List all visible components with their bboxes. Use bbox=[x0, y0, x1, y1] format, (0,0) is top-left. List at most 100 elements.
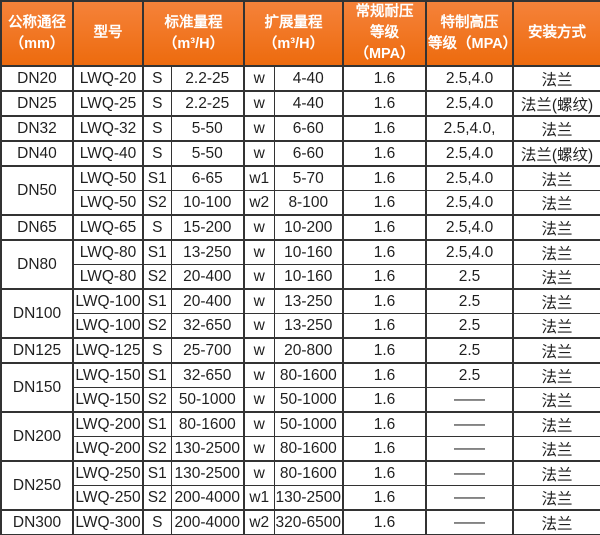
cell-std-grade: S bbox=[142, 214, 172, 241]
table-body: DN20 LWQ-20 S 2.2-25 w 4-40 1.6 2.5,4.0 法兰 DN25 LW… bbox=[0, 65, 600, 535]
cell-ext-grade: w1 bbox=[243, 165, 275, 192]
cell-ext-grade: w2 bbox=[243, 509, 275, 535]
cell-normal-pressure: 1.6 bbox=[342, 214, 427, 241]
cell-installation: 法兰 bbox=[512, 460, 600, 487]
cell-std-grade: S bbox=[142, 65, 172, 92]
cell-model: LWQ-125 bbox=[72, 337, 144, 364]
cell-special-pressure: —— bbox=[425, 485, 514, 511]
cell-std-range: 10-100 bbox=[170, 190, 245, 216]
cell-nominal-diameter: DN50 bbox=[0, 165, 74, 216]
cell-model: LWQ-25 bbox=[72, 90, 144, 117]
cell-std-grade: S1 bbox=[142, 239, 172, 266]
cell-ext-grade: w bbox=[243, 90, 275, 117]
cell-model: LWQ-80 bbox=[72, 239, 144, 266]
col-model: 型号 bbox=[72, 0, 144, 68]
cell-normal-pressure: 1.6 bbox=[342, 436, 427, 462]
table-row: DN200 LWQ-200 S1 80-1600 w 50-1000 1.6 —— 法兰 bbox=[0, 411, 600, 462]
cell-model: LWQ-65 bbox=[72, 214, 144, 241]
cell-std-range: 20-400 bbox=[170, 264, 245, 290]
cell-special-pressure: 2.5 bbox=[425, 288, 514, 315]
cell-ext-range: 130-2500 bbox=[273, 485, 344, 511]
cell-model: LWQ-50 bbox=[72, 165, 144, 192]
cell-special-pressure: —— bbox=[425, 411, 514, 438]
cell-ext-grade: w bbox=[243, 214, 275, 241]
table-header: 公称通径 （mm） 型号 标准量程 （m³/H） 扩展量程 （m³/H） 常规耐压 等级… bbox=[0, 0, 600, 68]
cell-ext-range: 8-100 bbox=[273, 190, 344, 216]
table-row: DN300 LWQ-300 S 200-4000 w2 320-6500 1.6 —— 法兰 bbox=[0, 509, 600, 535]
cell-ext-grade: w bbox=[243, 337, 275, 364]
col-extended-range: 扩展量程 （m³/H） bbox=[243, 0, 345, 68]
cell-nominal-diameter: DN20 bbox=[0, 65, 74, 92]
col-normal-pressure: 常规耐压 等级（MPA） bbox=[342, 0, 428, 68]
cell-special-pressure: 2.5,4.0 bbox=[425, 90, 514, 117]
cell-installation: 法兰(螺纹) bbox=[512, 90, 600, 117]
cell-std-grade: S2 bbox=[142, 190, 172, 216]
table-row: LWQ-80 S2 20-400 w 10-160 1.6 2.5 法兰 bbox=[1, 264, 600, 290]
cell-special-pressure: 2.5 bbox=[425, 362, 514, 389]
cell-installation: 法兰 bbox=[512, 214, 600, 241]
cell-std-range: 5-50 bbox=[170, 115, 245, 142]
cell-std-range: 200-4000 bbox=[170, 485, 245, 511]
cell-ext-range: 50-1000 bbox=[273, 411, 344, 438]
cell-ext-range: 6-60 bbox=[273, 115, 344, 142]
table-row: DN50 LWQ-50 S1 6-65 w1 5-70 1.6 2.5,4.0 法兰 bbox=[0, 165, 600, 216]
cell-installation: 法兰 bbox=[512, 337, 600, 364]
cell-ext-range: 20-800 bbox=[273, 337, 344, 364]
table-row: DN65 LWQ-65 S 15-200 w 10-200 1.6 2.5,4.0 法兰 bbox=[0, 214, 600, 241]
cell-normal-pressure: 1.6 bbox=[342, 509, 427, 535]
cell-special-pressure: 2.5 bbox=[425, 337, 514, 364]
cell-model: LWQ-250 bbox=[72, 485, 144, 511]
table-row: LWQ-200 S2 130-2500 w 80-1600 1.6 —— 法兰 bbox=[1, 436, 600, 462]
cell-ext-grade: w bbox=[243, 115, 275, 142]
cell-normal-pressure: 1.6 bbox=[342, 313, 427, 339]
cell-normal-pressure: 1.6 bbox=[342, 65, 427, 92]
cell-special-pressure: 2.5,4.0 bbox=[425, 165, 514, 192]
cell-special-pressure: 2.5 bbox=[425, 264, 514, 290]
cell-std-grade: S1 bbox=[142, 411, 172, 438]
cell-nominal-diameter: DN300 bbox=[0, 509, 74, 535]
cell-model: LWQ-50 bbox=[72, 190, 144, 216]
cell-nominal-diameter: DN40 bbox=[0, 140, 74, 167]
cell-model: LWQ-300 bbox=[72, 509, 144, 535]
table-row: DN32 LWQ-32 S 5-50 w 6-60 1.6 2.5,4.0, 法兰 bbox=[0, 115, 600, 142]
cell-model: LWQ-100 bbox=[72, 288, 144, 315]
cell-ext-range: 10-200 bbox=[273, 214, 344, 241]
cell-normal-pressure: 1.6 bbox=[342, 140, 427, 167]
cell-std-range: 2.2-25 bbox=[170, 90, 245, 117]
cell-ext-grade: w bbox=[243, 65, 275, 92]
cell-ext-range: 5-70 bbox=[273, 165, 344, 192]
cell-model: LWQ-150 bbox=[72, 362, 144, 389]
cell-normal-pressure: 1.6 bbox=[342, 411, 427, 438]
cell-ext-grade: w bbox=[243, 460, 275, 487]
cell-installation: 法兰 bbox=[512, 509, 600, 535]
cell-std-grade: S2 bbox=[142, 387, 172, 413]
cell-nominal-diameter: DN125 bbox=[0, 337, 74, 364]
cell-std-grade: S2 bbox=[142, 485, 172, 511]
cell-model: LWQ-40 bbox=[72, 140, 144, 167]
cell-nominal-diameter: DN250 bbox=[0, 460, 74, 511]
cell-std-range: 130-2500 bbox=[170, 460, 245, 487]
cell-normal-pressure: 1.6 bbox=[342, 460, 427, 487]
cell-ext-grade: w bbox=[243, 264, 275, 290]
cell-std-range: 200-4000 bbox=[170, 509, 245, 535]
cell-nominal-diameter: DN200 bbox=[0, 411, 74, 462]
cell-std-range: 50-1000 bbox=[170, 387, 245, 413]
cell-std-grade: S2 bbox=[142, 313, 172, 339]
cell-installation: 法兰 bbox=[512, 165, 600, 192]
cell-std-grade: S bbox=[142, 90, 172, 117]
cell-nominal-diameter: DN65 bbox=[0, 214, 74, 241]
cell-installation: 法兰(螺纹) bbox=[512, 140, 600, 167]
table-row: DN125 LWQ-125 S 25-700 w 20-800 1.6 2.5 法兰 bbox=[0, 337, 600, 364]
cell-std-grade: S2 bbox=[142, 436, 172, 462]
cell-ext-grade: w bbox=[243, 140, 275, 167]
cell-model: LWQ-20 bbox=[72, 65, 144, 92]
cell-installation: 法兰 bbox=[512, 115, 600, 142]
col-installation: 安装方式 bbox=[512, 0, 600, 68]
cell-normal-pressure: 1.6 bbox=[342, 288, 427, 315]
table-row: LWQ-50 S2 10-100 w2 8-100 1.6 2.5,4.0 法兰 bbox=[1, 190, 600, 216]
cell-installation: 法兰 bbox=[512, 65, 600, 92]
cell-std-range: 6-65 bbox=[170, 165, 245, 192]
cell-ext-grade: w bbox=[243, 239, 275, 266]
cell-ext-grade: w2 bbox=[243, 190, 275, 216]
cell-std-grade: S bbox=[142, 140, 172, 167]
